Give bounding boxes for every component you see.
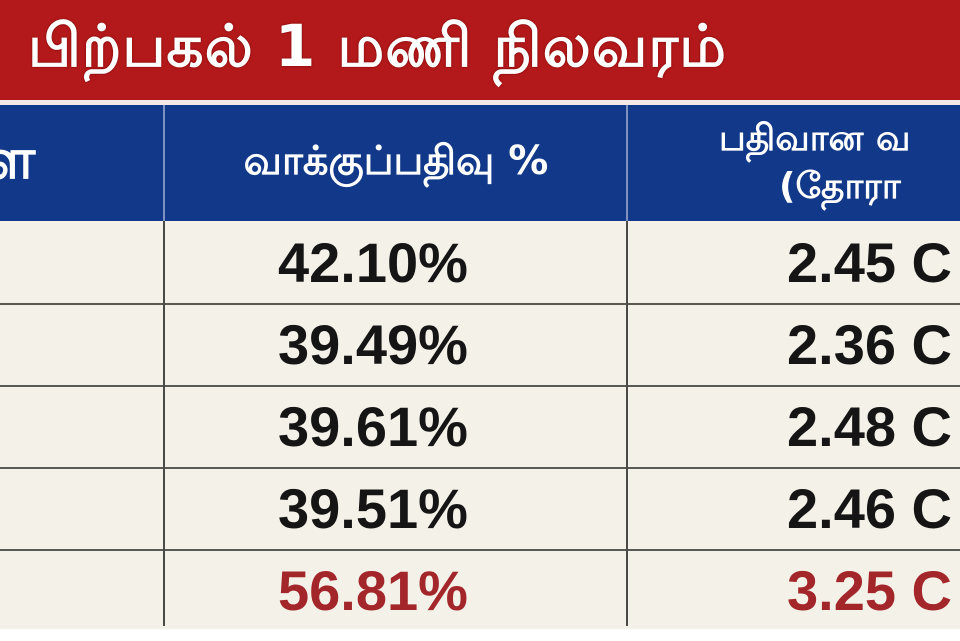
table-row: 39.61% 2.48 C bbox=[0, 385, 960, 469]
header-col-turnout: வாக்குப்பதிவு % bbox=[243, 137, 549, 184]
title-band: பிற்பகல் 1 மணி நிலவரம் bbox=[0, 0, 960, 100]
header-col-1: ள bbox=[0, 127, 36, 192]
votes-cast: 2.45 C bbox=[787, 230, 952, 294]
page-title: பிற்பகல் 1 மணி நிலவரம் bbox=[28, 12, 727, 80]
votes-cast: 2.36 C bbox=[787, 312, 952, 376]
header-col-votes-line2: (தோரா bbox=[779, 166, 901, 207]
turnout-percent: 39.49% bbox=[278, 312, 468, 376]
column-divider bbox=[626, 221, 628, 626]
turnout-percent: 42.10% bbox=[278, 230, 468, 294]
table-body: 42.10% 2.45 C 39.49% 2.36 C 39.61% 2.48 … bbox=[0, 221, 960, 629]
turnout-percent-total: 56.81% bbox=[278, 558, 468, 622]
turnout-percent: 39.61% bbox=[278, 394, 468, 458]
header-divider bbox=[163, 105, 165, 221]
table-header: ள வாக்குப்பதிவு % பதிவான வ (தோரா bbox=[0, 105, 960, 221]
header-col-votes-line1: பதிவான வ bbox=[719, 118, 911, 159]
votes-cast: 2.48 C bbox=[787, 394, 952, 458]
header-col-votes: பதிவான வ (தோரா bbox=[629, 105, 960, 221]
turnout-percent: 39.51% bbox=[278, 476, 468, 540]
table-row: 39.49% 2.36 C bbox=[0, 303, 960, 387]
table-row: 39.51% 2.46 C bbox=[0, 467, 960, 551]
table-row: 42.10% 2.45 C bbox=[0, 221, 960, 305]
votes-cast-total: 3.25 C bbox=[787, 558, 952, 622]
column-divider bbox=[163, 221, 165, 626]
divider bbox=[0, 100, 960, 105]
header-divider bbox=[626, 105, 628, 221]
votes-cast: 2.46 C bbox=[787, 476, 952, 540]
table-row-total: 56.81% 3.25 C bbox=[0, 549, 960, 631]
